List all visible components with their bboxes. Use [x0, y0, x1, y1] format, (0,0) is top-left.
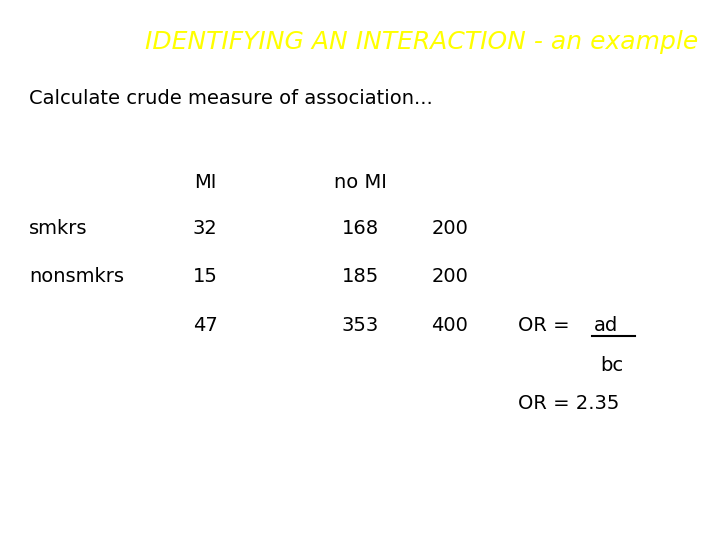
- Text: 47: 47: [193, 316, 217, 335]
- Text: OR = 2.35: OR = 2.35: [518, 394, 620, 413]
- Text: 185: 185: [341, 267, 379, 286]
- Text: bc: bc: [600, 356, 623, 375]
- Text: 200: 200: [431, 267, 469, 286]
- Text: 400: 400: [431, 316, 469, 335]
- Text: Calculate crude measure of association...: Calculate crude measure of association..…: [29, 89, 433, 108]
- Text: 32: 32: [193, 219, 217, 238]
- Text: 200: 200: [431, 219, 469, 238]
- Text: 353: 353: [341, 316, 379, 335]
- Text: ad: ad: [594, 316, 618, 335]
- Text: no MI: no MI: [333, 173, 387, 192]
- Text: OR =: OR =: [518, 316, 576, 335]
- Text: 168: 168: [341, 219, 379, 238]
- Text: smkrs: smkrs: [29, 219, 87, 238]
- Text: 15: 15: [193, 267, 217, 286]
- Text: IDENTIFYING AN INTERACTION - an example: IDENTIFYING AN INTERACTION - an example: [145, 30, 698, 53]
- Text: nonsmkrs: nonsmkrs: [29, 267, 124, 286]
- Text: MI: MI: [194, 173, 217, 192]
